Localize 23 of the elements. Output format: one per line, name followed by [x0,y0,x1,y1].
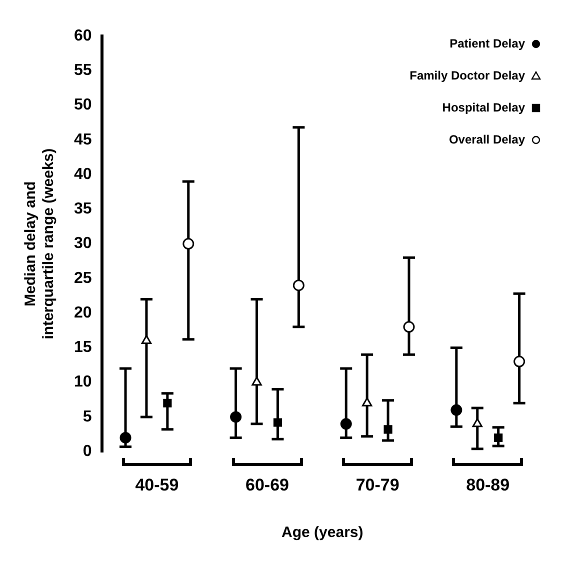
y-tick-label: 60 [74,27,92,44]
y-tick-label: 55 [74,62,92,80]
y-tick-label: 30 [74,235,92,252]
legend-label: Patient Delay [450,36,526,50]
x-tick-label: 70-79 [356,475,400,494]
y-tick-label: 15 [74,339,92,356]
y-axis-title: Median delay and interquartile range (weeks) [22,148,58,340]
y-tick-label: 35 [74,200,92,218]
y-tick-label: 5 [82,408,92,426]
y-tick-label: 50 [74,96,92,114]
x-tick-label: 40-59 [135,475,179,494]
y-tick-label: 25 [74,270,92,287]
y-tick-label: 40 [74,166,92,183]
y-tick-label: 45 [74,131,92,148]
y-tick-label: 20 [74,304,92,322]
legend-label: Hospital Delay [442,100,526,114]
x-tick-label: 60-69 [246,475,289,494]
y-tick-label: 0 [82,443,92,460]
x-axis-title: Age (years) [282,524,364,542]
x-tick-label: 80-89 [466,475,510,494]
y-tick-label: 10 [74,374,92,391]
legend-label: Overall Delay [448,132,526,146]
legend-label: Family Doctor Delay [410,68,526,82]
